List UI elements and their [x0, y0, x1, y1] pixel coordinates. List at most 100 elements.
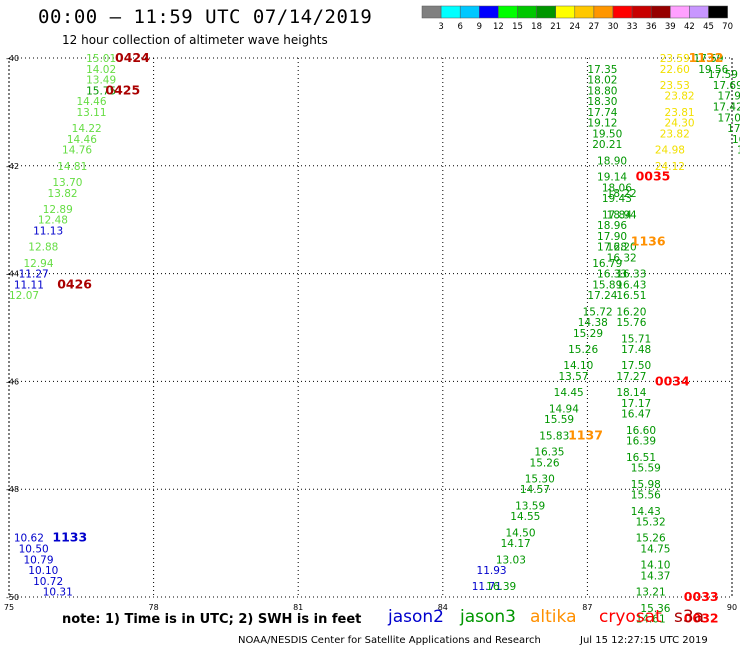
jason3-swh-value: 15.72 [583, 306, 613, 318]
jason3-swh-value: 14.55 [510, 511, 540, 523]
legend-cryosat: cryosat [599, 607, 662, 627]
jason3-swh-value: 14.10 [563, 360, 593, 372]
jason3-swh-value: 15.26 [636, 533, 666, 545]
legend-label: 9 [477, 22, 482, 32]
legend-swatch [440, 5, 461, 19]
y-tick-label: -46 [6, 377, 19, 386]
jason3-swh-value: 14.57 [520, 484, 550, 496]
jason3-swh-value: 17.42 [713, 102, 740, 114]
jason3-swh-value: 15.89 [592, 279, 622, 291]
cryosat-time-label: 0035 [636, 169, 671, 184]
legend-swatch [536, 5, 556, 19]
jason3-swh-value: 16.39 [626, 436, 656, 448]
jason3-swh-value: 17.17 [621, 398, 651, 410]
s3a-swh-value: 11.27 [19, 269, 49, 281]
jason3-swh-value: 17.24 [587, 290, 617, 302]
jason3-swh-value: 15.32 [636, 517, 666, 529]
legend-s3a: s3a [674, 607, 705, 627]
jason3-swh-value: 17.69 [713, 80, 740, 92]
y-tick-label: -40 [6, 54, 19, 63]
jason3-swh-value: 16.33 [616, 269, 646, 281]
jason3-swh-value: 15.36 [640, 603, 670, 615]
legend-swatch [593, 5, 614, 19]
legend-swatch [555, 5, 576, 19]
x-tick-label: 87 [582, 603, 592, 612]
cryosat-time-label: 0032 [684, 611, 719, 626]
jason3-swh-value: 15.56 [631, 490, 661, 502]
jason3-swh-value: 19.14 [597, 172, 627, 184]
jason3-swh-value: 17.84 [602, 209, 632, 221]
jason3-swh-value: 17.59 [693, 53, 723, 65]
jason3-swh-value: 16.60 [626, 425, 656, 437]
altika-time-label: 1132 [689, 50, 724, 65]
jason3-swh-value: 14.94 [549, 403, 579, 415]
s3a-swh-value: 14.81 [57, 161, 87, 173]
s3a-swh-value: 14.02 [86, 64, 116, 76]
legend-label: 18 [531, 22, 542, 32]
jason3-swh-value: 15.59 [544, 414, 574, 426]
jason2-swh-value: 10.72 [33, 576, 63, 588]
jason3-swh-value: 14.61 [636, 614, 666, 626]
legend-swatch [421, 5, 442, 19]
jason3-swh-value: 15.83 [539, 430, 569, 442]
jason2-swh-value: 10.62 [14, 533, 44, 545]
map-frame [8, 57, 733, 598]
jason3-swh-value: 18.06 [602, 182, 632, 194]
jason3-swh-value: 14.45 [554, 387, 584, 399]
jason3-swh-value: 16.60 [732, 134, 740, 146]
jason3-swh-value: 13.59 [515, 500, 545, 512]
legend-label: 33 [627, 22, 638, 32]
jason3-swh-value: 16.43 [616, 279, 646, 291]
x-tick-label: 75 [4, 603, 14, 612]
s3a-swh-value: 14.76 [62, 145, 92, 157]
altika-swh-value: 24.12 [655, 161, 685, 173]
s3a-swh-value: 12.07 [9, 290, 39, 302]
jason3-swh-value: 16.20 [607, 242, 637, 254]
jason3-swh-value: 16.35 [534, 446, 564, 458]
jason3-swh-value: 18.90 [597, 155, 627, 167]
jason3-swh-value: 17.04 [718, 112, 740, 124]
swh-values: 15.0114.0213.4915.7514.4613.1114.2214.46… [9, 53, 740, 626]
jason2-swh-value: 11.93 [477, 565, 507, 577]
cryosat-time-label: 0034 [655, 373, 690, 388]
legend-swatch [479, 5, 499, 19]
y-tick-label: -42 [6, 162, 19, 171]
legend-label: 42 [684, 22, 695, 32]
jason3-swh-value: 13.57 [558, 371, 588, 383]
s3a-swh-value: 11.13 [33, 225, 63, 237]
s3a-swh-value: 15.01 [86, 53, 116, 65]
page-title: 00:00 – 11:59 UTC 07/14/2019 [38, 6, 373, 28]
legend-label: 15 [512, 22, 523, 32]
jason3-swh-value: 16.79 [592, 258, 622, 270]
x-tick-label: 84 [438, 603, 448, 612]
axis-ticks: 75 78 81 84 87 90 -40 -42 -44 -46 -48 -50 [4, 54, 737, 612]
jason3-swh-value: 18.96 [597, 220, 627, 232]
jason3-swh-value: 17.90 [597, 231, 627, 243]
cryosat-time-label: 0033 [684, 589, 719, 604]
jason3-swh-value: 18.02 [587, 75, 617, 87]
legend-swatch [708, 5, 728, 19]
legend-swatch [612, 5, 633, 19]
jason3-swh-value: 16.39 [486, 581, 516, 593]
s3a-swh-value: 14.46 [76, 96, 106, 108]
jason3-swh-value: 17.58 [727, 123, 740, 135]
y-tick-label: -50 [6, 593, 19, 602]
jason3-swh-value: 15.76 [616, 317, 646, 329]
jason3-swh-value: 16.20 [616, 306, 646, 318]
legend-altika: altika [530, 607, 577, 627]
jason3-swh-value: 14.50 [505, 527, 535, 539]
y-tick-label: -48 [6, 485, 19, 494]
legend-swatch [689, 5, 709, 19]
y-tick-label: -44 [6, 270, 19, 279]
legend-label: 70 [722, 22, 733, 32]
legend-label: 30 [608, 22, 619, 32]
footnote: note: 1) Time is in UTC; 2) SWH is in fe… [62, 612, 362, 627]
legend-swatch [574, 5, 595, 19]
s3a-swh-value: 12.48 [38, 215, 68, 227]
s3a-swh-value: 15.75 [86, 85, 116, 97]
altika-swh-value: 23.82 [660, 128, 690, 140]
jason3-swh-value: 15.30 [525, 473, 555, 485]
jason3-swh-value: 15.59 [631, 463, 661, 475]
